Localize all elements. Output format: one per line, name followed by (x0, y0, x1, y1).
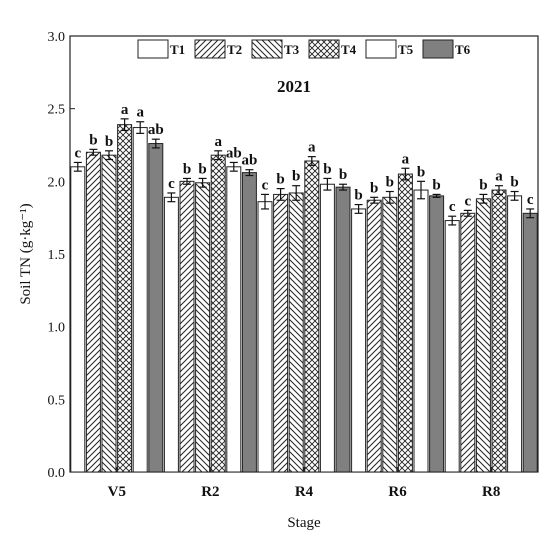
legend-swatch-t2 (194, 39, 226, 59)
bar-t4-r4 (304, 160, 320, 473)
legend-swatch-t4 (308, 39, 340, 59)
significance-label: b (198, 161, 206, 177)
bar-t1-r2 (163, 196, 179, 473)
legend-label-t6: T6 (455, 42, 471, 57)
bar-t2-r8 (460, 212, 476, 473)
legend-label-t3: T3 (284, 42, 300, 57)
y-axis-title: Soil TN (g·kg⁻¹) (18, 203, 34, 304)
significance-label: b (105, 134, 113, 150)
significance-label: b (183, 161, 191, 177)
y-tick-label: 2.0 (48, 175, 66, 190)
bar-t3-r2 (195, 182, 211, 473)
significance-label: b (386, 175, 394, 191)
x-tick-label: R8 (482, 484, 500, 500)
legend-label-t5: T5 (398, 42, 414, 57)
bar-t1-r8 (444, 220, 460, 473)
bar-t6-v5 (148, 143, 164, 473)
y-tick-label: 1.5 (48, 248, 66, 263)
significance-label: a (308, 140, 316, 156)
significance-label: c (168, 176, 175, 192)
significance-label: c (262, 177, 269, 193)
bar-t1-v5 (70, 166, 86, 473)
bar-t4-v5 (117, 124, 133, 473)
significance-label: b (354, 188, 362, 204)
significance-label: a (402, 151, 410, 167)
bar-t1-r4 (257, 201, 273, 473)
y-tick-label: 0.0 (48, 466, 66, 481)
legend-swatch-t5 (365, 39, 397, 59)
y-tick-label: 0.5 (48, 393, 66, 408)
legend-label-t2: T2 (227, 42, 242, 57)
significance-label: b (323, 161, 331, 177)
bar-t2-r2 (179, 180, 195, 473)
significance-label: b (510, 175, 518, 191)
bar-t5-r8 (507, 195, 523, 473)
bar-t3-r4 (288, 192, 304, 473)
x-tick-label: V5 (108, 484, 126, 500)
significance-label: ab (226, 145, 242, 161)
bar-t1-r6 (351, 208, 367, 473)
legend-label-t4: T4 (341, 42, 357, 57)
significance-label: b (479, 177, 487, 193)
significance-label: c (449, 199, 456, 215)
x-axis: V5 R2 R4 R6 R8 (108, 467, 500, 500)
bar-t5-r4 (319, 183, 335, 473)
bar-t6-r2 (241, 172, 257, 473)
bar-t3-v5 (101, 154, 117, 473)
bar-t4-r2 (210, 154, 226, 473)
x-tick-label: R4 (295, 484, 314, 500)
bar-t2-v5 (85, 151, 101, 473)
bar-t2-r4 (273, 193, 289, 473)
significance-label: b (417, 164, 425, 180)
bar-t4-r6 (397, 173, 413, 473)
legend-swatch-t3 (251, 39, 283, 59)
significance-label: a (121, 102, 129, 118)
significance-label: c (527, 192, 534, 208)
significance-label: b (292, 169, 300, 185)
bar-t3-r8 (475, 198, 491, 473)
bar-t4-r8 (491, 189, 507, 473)
significance-label: a (136, 105, 144, 121)
legend-label-t1: T1 (170, 42, 185, 57)
significance-label: a (214, 134, 222, 150)
significance-label: a (495, 169, 503, 185)
y-tick-label: 1.0 (48, 321, 66, 336)
significance-label: ab (148, 122, 164, 138)
bar-t6-r4 (335, 186, 351, 473)
significance-label: c (74, 145, 81, 161)
significance-label: b (370, 180, 378, 196)
chart-title: 2021 (277, 77, 311, 96)
significance-label: b (432, 177, 440, 193)
significance-label: b (339, 167, 347, 183)
legend-swatch-t6 (422, 39, 454, 59)
significance-label: b (276, 172, 284, 188)
bar-t3-r6 (382, 196, 398, 473)
bar-t5-v5 (132, 127, 148, 473)
significance-label: b (89, 132, 97, 148)
significance-label: c (464, 193, 471, 209)
x-tick-label: R2 (201, 484, 219, 500)
x-tick-label: R6 (388, 484, 407, 500)
bar-t5-r2 (226, 166, 242, 473)
legend: T1 T2 T3 T4 T5 T6 (137, 39, 471, 59)
bar-t6-r6 (429, 195, 445, 473)
y-tick-label: 2.5 (48, 103, 66, 118)
bar-t5-r6 (413, 189, 429, 473)
bar-t2-r6 (366, 199, 382, 473)
significance-label: ab (241, 153, 257, 169)
legend-swatch-t1 (137, 39, 169, 59)
x-axis-title: Stage (287, 515, 321, 531)
bar-t6-r8 (522, 212, 538, 473)
y-tick-label: 3.0 (48, 30, 66, 45)
